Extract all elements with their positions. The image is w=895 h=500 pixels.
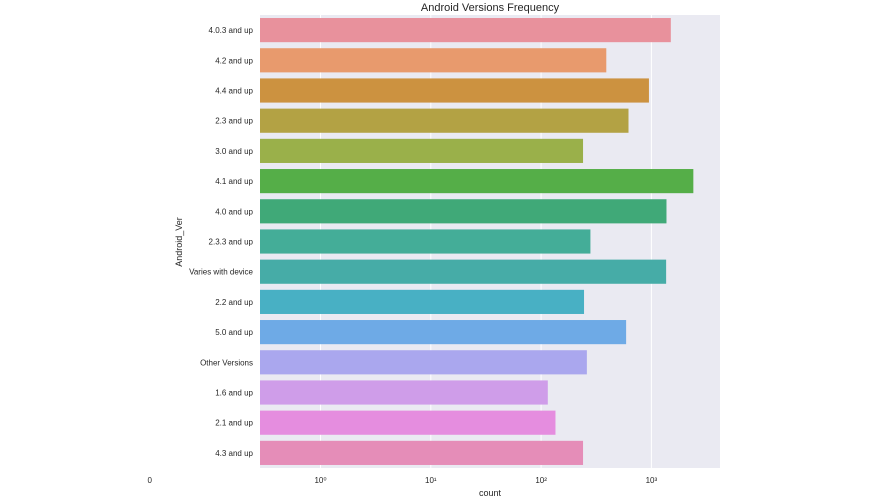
bars <box>260 18 694 465</box>
bar <box>260 380 548 405</box>
category-label: 4.2 and up <box>215 56 253 65</box>
x-tick-label: 10⁰ <box>314 476 326 485</box>
category-label: 2.1 and up <box>215 419 253 428</box>
bar <box>260 229 591 254</box>
bar <box>260 138 584 163</box>
category-label: 4.0.3 and up <box>209 26 254 35</box>
x-axis-label: count <box>479 488 502 498</box>
category-label: 3.0 and up <box>215 147 253 156</box>
bar <box>260 108 629 133</box>
category-label: 2.3 and up <box>215 117 253 126</box>
category-label: 2.2 and up <box>215 298 253 307</box>
category-label: 4.4 and up <box>215 87 253 96</box>
x-tick-labels: 0 10⁰ 10¹ 10² 10³ <box>147 476 657 485</box>
category-label: 1.6 and up <box>215 389 253 398</box>
bar <box>260 350 587 375</box>
category-label: 4.3 and up <box>215 449 253 458</box>
bar <box>260 410 556 435</box>
category-label: Varies with device <box>189 268 253 277</box>
x-tick-label: 10³ <box>646 476 658 485</box>
bar <box>260 289 585 314</box>
bar <box>260 320 627 345</box>
y-axis-label: Android_Ver <box>174 217 184 267</box>
bar <box>260 440 584 465</box>
category-label: 5.0 and up <box>215 328 253 337</box>
category-label: 4.1 and up <box>215 177 253 186</box>
bar <box>260 259 667 284</box>
bar <box>260 199 667 224</box>
x-tick-label: 10² <box>535 476 547 485</box>
x-tick-label: 10¹ <box>425 476 437 485</box>
category-label: 4.0 and up <box>215 207 253 216</box>
category-label: Other Versions <box>200 358 253 367</box>
category-label: 2.3.3 and up <box>209 238 254 247</box>
bar <box>260 169 694 194</box>
bar <box>260 18 671 43</box>
x-tick-label: 0 <box>147 476 152 485</box>
chart-title: Android Versions Frequency <box>421 2 560 14</box>
bar <box>260 48 607 73</box>
bar <box>260 78 649 103</box>
category-labels: 4.0.3 and up 4.2 and up 4.4 and up 2.3 and … <box>189 26 253 458</box>
